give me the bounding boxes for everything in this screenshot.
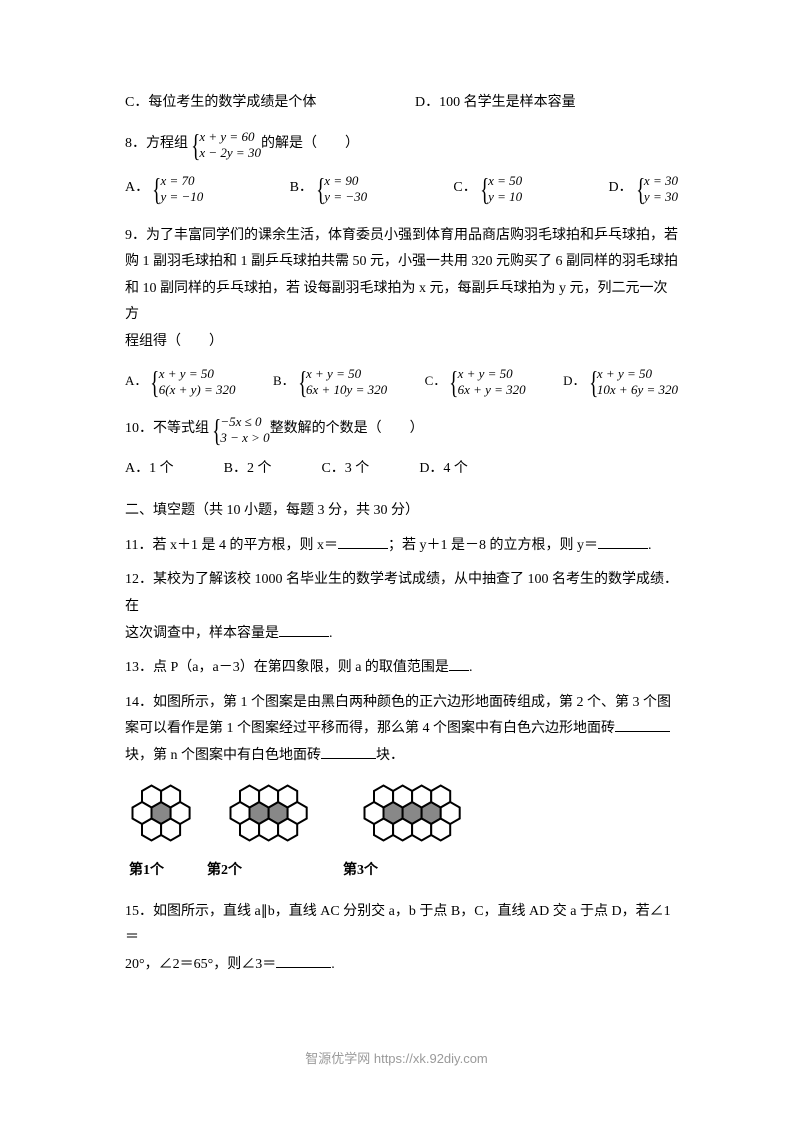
q8-opt-c: C． { x = 50y = 10: [453, 173, 522, 205]
q8-suffix: 的解是（ ）: [261, 131, 359, 158]
blank: [279, 623, 329, 637]
brace-icon: {: [449, 366, 458, 398]
q8-options: A． { x = 70y = −10 B． { x = 90y = −30 C．…: [125, 173, 678, 205]
q12: 12．某校为了解该校 1000 名毕业生的数学考试成绩，从中抽查了 100 名考…: [125, 567, 678, 647]
q13: 13．点 P（a，a－3）在第四象限，则 a 的取值范围是.: [125, 655, 678, 682]
q8-opt-b: B． { x = 90y = −30: [290, 173, 368, 205]
blank: [598, 535, 648, 549]
hexagon-diagram-icon: [125, 782, 195, 844]
hexagon-diagram-icon: [223, 782, 329, 844]
hex-label-1: 第1个: [129, 858, 197, 885]
hex-pattern-2: [223, 782, 329, 855]
q7-opt-c: C．每位考生的数学成绩是个体: [125, 90, 415, 117]
q9-opt-c: C． { x + y = 506x + y = 320: [425, 366, 526, 398]
brace-icon: {: [589, 366, 598, 398]
q10-stem: 10．不等式组 { −5x ≤ 0 3 − x > 0 整数解的个数是（ ）: [125, 414, 678, 446]
brace-icon: {: [152, 173, 161, 205]
q8-opt-d: D． { x = 30y = 30: [608, 173, 678, 205]
hex-labels: 第1个 第2个 第3个: [125, 858, 678, 885]
hex-pattern-3: [357, 782, 499, 855]
brace-icon: {: [212, 414, 221, 446]
brace-icon: {: [150, 366, 159, 398]
brace-icon: {: [636, 173, 645, 205]
blank: [276, 954, 331, 968]
q8-stem: 8．方程组 { x + y = 60 x − 2y = 30 的解是（ ）: [125, 129, 678, 161]
blank: [615, 718, 670, 732]
q14: 14．如图所示，第 1 个图案是由黑白两种颜色的正六边形地面砖组成，第 2 个、…: [125, 690, 678, 770]
section-2-header: 二、填空题（共 10 小题，每题 3 分，共 30 分）: [125, 498, 678, 525]
q11: 11．若 x＋1 是 4 的平方根，则 x＝；若 y＋1 是－8 的立方根，则 …: [125, 533, 678, 560]
brace-icon: {: [191, 129, 200, 161]
q8-opt-a: A． { x = 70y = −10: [125, 173, 203, 205]
q10-opt-b: B．2 个: [224, 456, 272, 483]
brace-icon: {: [480, 173, 489, 205]
q15: 15．如图所示，直线 a∥b，直线 AC 分别交 a，b 于点 B，C，直线 A…: [125, 899, 678, 979]
footer-watermark: 智源优学网 https://xk.92diy.com: [0, 1047, 793, 1072]
brace-icon: {: [316, 173, 325, 205]
hex-label-2: 第2个: [207, 858, 323, 885]
q7-opt-d: D．100 名学生是样本容量: [415, 90, 576, 117]
blank: [321, 745, 376, 759]
hex-label-3: 第3个: [343, 858, 378, 885]
q7-options-cd: C．每位考生的数学成绩是个体 D．100 名学生是样本容量: [125, 90, 678, 117]
q9-options: A． { x + y = 506(x + y) = 320 B． { x + y…: [125, 366, 678, 398]
q9-stem: 9．为了丰富同学们的课余生活，体育委员小强到体育用品商店购羽毛球拍和乒乓球拍，若…: [125, 223, 678, 356]
q9-opt-b: B． { x + y = 506x + 10y = 320: [273, 366, 387, 398]
hexagon-diagram-icon: [357, 782, 499, 844]
hex-pattern-1: [125, 782, 195, 855]
q8-prefix: 8．方程组: [125, 131, 188, 158]
q10-opt-d: D．4 个: [419, 456, 468, 483]
blank: [449, 657, 469, 671]
q9-opt-d: D． { x + y = 5010x + 6y = 320: [563, 366, 678, 398]
q10-opt-c: C．3 个: [321, 456, 369, 483]
q10-options: A．1 个 B．2 个 C．3 个 D．4 个: [125, 456, 678, 483]
q9-opt-a: A． { x + y = 506(x + y) = 320: [125, 366, 236, 398]
brace-icon: {: [298, 366, 307, 398]
blank: [338, 535, 388, 549]
hex-patterns: [125, 782, 678, 855]
q10-opt-a: A．1 个: [125, 456, 174, 483]
q8-system: x + y = 60 x − 2y = 30: [199, 129, 261, 160]
